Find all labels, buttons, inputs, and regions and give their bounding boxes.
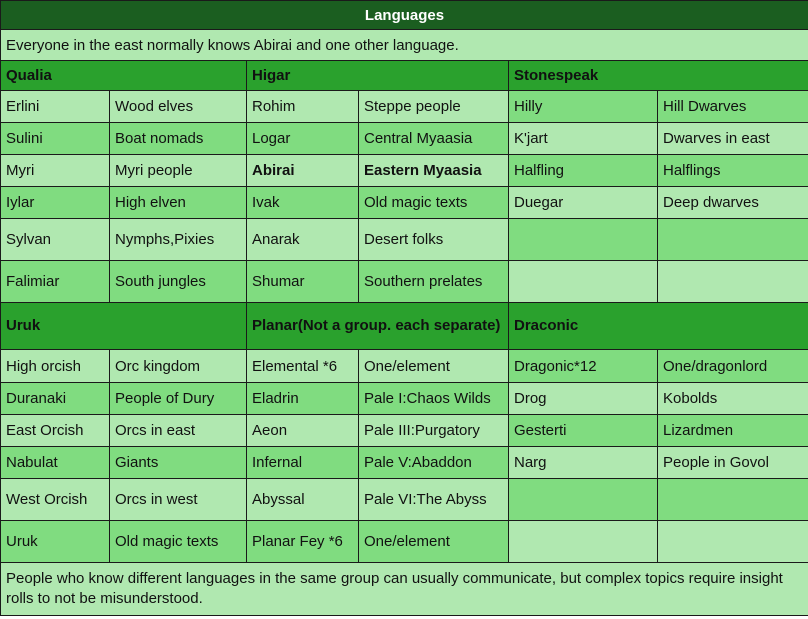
language-cell: Falimiar (0, 260, 110, 303)
speakers-cell: Old magic texts (358, 186, 509, 219)
speakers-cell: Deep dwarves (657, 186, 808, 219)
speakers-cell: People of Dury (109, 382, 247, 415)
speakers-cell: Desert folks (358, 218, 509, 261)
table-title: Languages (0, 0, 808, 30)
table-row: Sulini Boat nomads Logar Central Myaasia K'j… (0, 122, 808, 155)
language-cell: Logar (246, 122, 359, 155)
language-cell: Uruk (0, 520, 110, 563)
group-header-row: Uruk Planar(Not a group. each separate) Dr… (0, 302, 808, 350)
speakers-cell: Dwarves in east (657, 122, 808, 155)
speakers-cell: Orcs in west (109, 478, 247, 521)
group-header: Stonespeak (508, 60, 808, 91)
table-row: Erlini Wood elves Rohim Steppe people Hilly H… (0, 90, 808, 123)
speakers-cell: Southern prelates (358, 260, 509, 303)
table-row: Sylvan Nymphs,Pixies Anarak Desert folks (0, 218, 808, 261)
speakers-cell (657, 520, 808, 563)
language-cell (508, 218, 658, 261)
language-cell: Planar Fey *6 (246, 520, 359, 563)
speakers-cell (657, 218, 808, 261)
speakers-cell: Pale I:Chaos Wilds (358, 382, 509, 415)
language-cell: Aeon (246, 414, 359, 447)
speakers-cell: Giants (109, 446, 247, 479)
language-cell: Infernal (246, 446, 359, 479)
speakers-cell: South jungles (109, 260, 247, 303)
table-row: High orcish Orc kingdom Elemental *6 One/el… (0, 349, 808, 383)
language-cell: Ivak (246, 186, 359, 219)
language-cell: East Orcish (0, 414, 110, 447)
language-cell: West Orcish (0, 478, 110, 521)
language-cell: Sylvan (0, 218, 110, 261)
language-cell: Drog (508, 382, 658, 415)
table-row: Myri Myri people Abirai Eastern Myaasia Half… (0, 154, 808, 187)
table-row: West Orcish Orcs in west Abyssal Pale VI:Th… (0, 478, 808, 521)
intro-note: Everyone in the east normally knows Abir… (0, 29, 808, 61)
speakers-cell: Nymphs,Pixies (109, 218, 247, 261)
language-cell: Nabulat (0, 446, 110, 479)
language-cell: Abirai (246, 154, 359, 187)
language-cell: Duegar (508, 186, 658, 219)
speakers-cell: Myri people (109, 154, 247, 187)
speakers-cell: Pale VI:The Abyss (358, 478, 509, 521)
speakers-cell: Wood elves (109, 90, 247, 123)
speakers-cell: Old magic texts (109, 520, 247, 563)
speakers-cell: Hill Dwarves (657, 90, 808, 123)
speakers-cell: One/element (358, 520, 509, 563)
speakers-cell: Lizardmen (657, 414, 808, 447)
group-header: Uruk (0, 302, 247, 350)
speakers-cell: Pale III:Purgatory (358, 414, 509, 447)
group-header: Qualia (0, 60, 247, 91)
language-cell (508, 478, 658, 521)
language-cell: Halfling (508, 154, 658, 187)
group-header: Draconic (508, 302, 808, 350)
speakers-cell: Eastern Myaasia (358, 154, 509, 187)
language-cell: Dragonic*12 (508, 349, 658, 383)
table-row: Nabulat Giants Infernal Pale V:Abaddon Narg P… (0, 446, 808, 479)
group-header: Higar (246, 60, 509, 91)
speakers-cell (657, 260, 808, 303)
table-row: Uruk Old magic texts Planar Fey *6 One/elem… (0, 520, 808, 563)
speakers-cell: Orc kingdom (109, 349, 247, 383)
language-cell: Rohim (246, 90, 359, 123)
speakers-cell: Pale V:Abaddon (358, 446, 509, 479)
language-cell: Anarak (246, 218, 359, 261)
language-cell: Gesterti (508, 414, 658, 447)
table-row: Iylar High elven Ivak Old magic texts Duegar… (0, 186, 808, 219)
language-cell: Erlini (0, 90, 110, 123)
language-cell: K'jart (508, 122, 658, 155)
speakers-cell: Boat nomads (109, 122, 247, 155)
language-cell: Shumar (246, 260, 359, 303)
speakers-cell (657, 478, 808, 521)
speakers-cell: One/element (358, 349, 509, 383)
group-header-row: Qualia Higar Stonespeak (0, 60, 808, 91)
speakers-cell: High elven (109, 186, 247, 219)
speakers-cell: Kobolds (657, 382, 808, 415)
speakers-cell: Central Myaasia (358, 122, 509, 155)
language-cell (508, 520, 658, 563)
language-cell: Sulini (0, 122, 110, 155)
language-cell: Iylar (0, 186, 110, 219)
language-cell: Eladrin (246, 382, 359, 415)
group-header: Planar(Not a group. each separate) (246, 302, 509, 350)
language-cell (508, 260, 658, 303)
table-row: Falimiar South jungles Shumar Southern prel… (0, 260, 808, 303)
language-cell: High orcish (0, 349, 110, 383)
language-cell: Myri (0, 154, 110, 187)
speakers-cell: Halflings (657, 154, 808, 187)
speakers-cell: People in Govol (657, 446, 808, 479)
language-cell: Hilly (508, 90, 658, 123)
table-row: Duranaki People of Dury Eladrin Pale I:Chao… (0, 382, 808, 415)
speakers-cell: Steppe people (358, 90, 509, 123)
language-cell: Abyssal (246, 478, 359, 521)
language-cell: Narg (508, 446, 658, 479)
language-cell: Elemental *6 (246, 349, 359, 383)
language-cell: Duranaki (0, 382, 110, 415)
footer-note: People who know different languages in t… (0, 562, 808, 616)
speakers-cell: Orcs in east (109, 414, 247, 447)
table-row: East Orcish Orcs in east Aeon Pale III:Purg… (0, 414, 808, 447)
speakers-cell: One/dragonlord (657, 349, 808, 383)
